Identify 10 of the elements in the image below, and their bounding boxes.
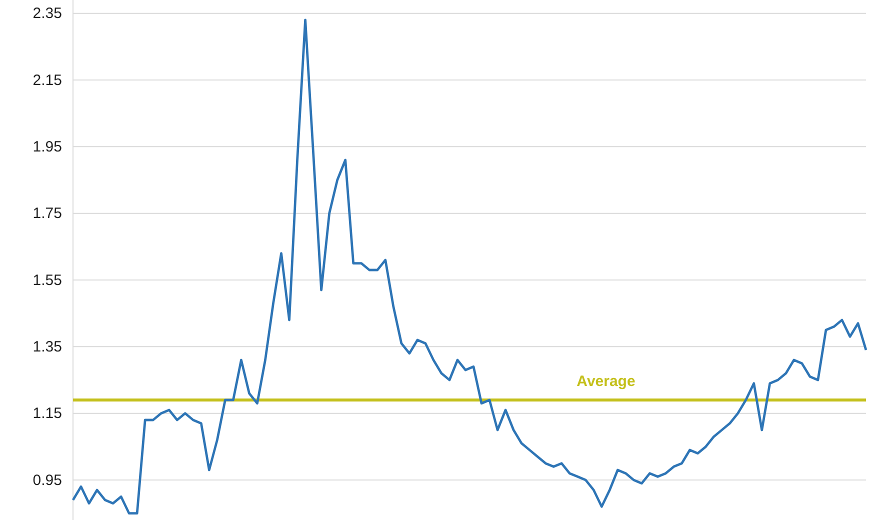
y-tick-label: 0.95	[32, 472, 62, 489]
y-tick-label: 1.55	[32, 272, 62, 289]
y-tick-label: 1.35	[32, 338, 62, 356]
y-tick-label: 1.15	[32, 405, 62, 422]
y-tick-label: 1.95	[32, 138, 62, 156]
y-tick-label: 2.35	[32, 5, 62, 22]
line-series	[72, 18, 868, 515]
y-tick-label: 1.75	[32, 205, 62, 222]
y-tick-label: 2.15	[32, 72, 62, 89]
ref-line-label: Average	[576, 373, 636, 390]
